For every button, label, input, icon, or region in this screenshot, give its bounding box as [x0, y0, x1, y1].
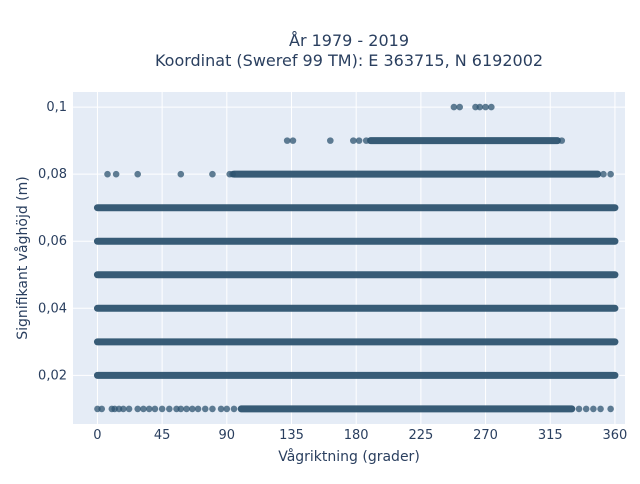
- data-point: [223, 405, 231, 413]
- y-axis-label: Signifikant våghöjd (m): [14, 176, 31, 339]
- data-point: [327, 137, 334, 144]
- data-point: [177, 170, 185, 178]
- tick-labels: 0 45 90 135 180 225 270 315 360 0,02 0,04 0,06 0,08 0…: [38, 100, 627, 443]
- chart-title-line-1: År 1979 - 2019: [289, 31, 409, 50]
- data-point: [582, 405, 590, 413]
- x-tick-label: 90: [219, 428, 236, 443]
- x-tick-label: 270: [473, 428, 498, 443]
- data-point: [151, 405, 159, 413]
- data-point: [112, 170, 120, 178]
- y-tick-label: 0,06: [38, 234, 67, 249]
- data-point: [140, 405, 147, 413]
- data-points: [93, 103, 619, 413]
- data-point: [177, 405, 185, 413]
- data-point: [456, 103, 463, 111]
- data-point: [597, 405, 604, 413]
- y-tick-label: 0,02: [38, 368, 67, 383]
- x-tick-label: 360: [603, 428, 628, 443]
- data-point: [158, 405, 166, 413]
- data-point: [600, 170, 607, 178]
- data-point: [283, 137, 291, 144]
- data-point: [229, 170, 236, 178]
- data-point: [120, 405, 127, 413]
- x-tick-label: 225: [408, 428, 433, 443]
- data-point: [607, 405, 614, 413]
- data-point: [488, 103, 495, 111]
- x-tick-label: 45: [154, 428, 171, 443]
- data-point: [590, 405, 597, 413]
- data-point: [209, 405, 216, 413]
- y-tick-label: 0,1: [46, 100, 67, 115]
- data-point: [201, 405, 209, 413]
- data-point: [230, 405, 238, 413]
- data-point: [125, 405, 133, 413]
- data-point: [209, 170, 216, 178]
- x-tick-label: 315: [538, 428, 563, 443]
- data-point: [145, 405, 153, 413]
- data-point: [362, 137, 370, 144]
- data-point: [98, 405, 106, 413]
- x-tick-label: 180: [344, 428, 369, 443]
- data-point: [558, 137, 566, 144]
- y-tick-label: 0,08: [38, 167, 67, 182]
- x-axis-label: Vågriktning (grader): [278, 448, 420, 465]
- data-point: [350, 137, 357, 144]
- data-point: [217, 405, 225, 413]
- data-point: [450, 103, 458, 111]
- data-point: [189, 405, 196, 413]
- data-point: [575, 405, 583, 413]
- data-point: [607, 170, 614, 178]
- data-point: [476, 103, 484, 111]
- plot-background: [73, 92, 625, 424]
- data-point: [104, 170, 111, 178]
- data-point: [183, 405, 190, 413]
- chart-title-line-2: Koordinat (Sweref 99 TM): E 363715, N 61…: [155, 51, 543, 70]
- data-point: [355, 137, 363, 144]
- data-point: [482, 103, 489, 111]
- data-point: [194, 405, 202, 413]
- y-tick-label: 0,04: [38, 301, 67, 316]
- data-point: [134, 405, 141, 413]
- data-point: [166, 405, 173, 413]
- x-tick-label: 135: [279, 428, 304, 443]
- data-point: [134, 170, 141, 178]
- data-point: [289, 137, 297, 144]
- x-tick-label: 0: [93, 428, 101, 443]
